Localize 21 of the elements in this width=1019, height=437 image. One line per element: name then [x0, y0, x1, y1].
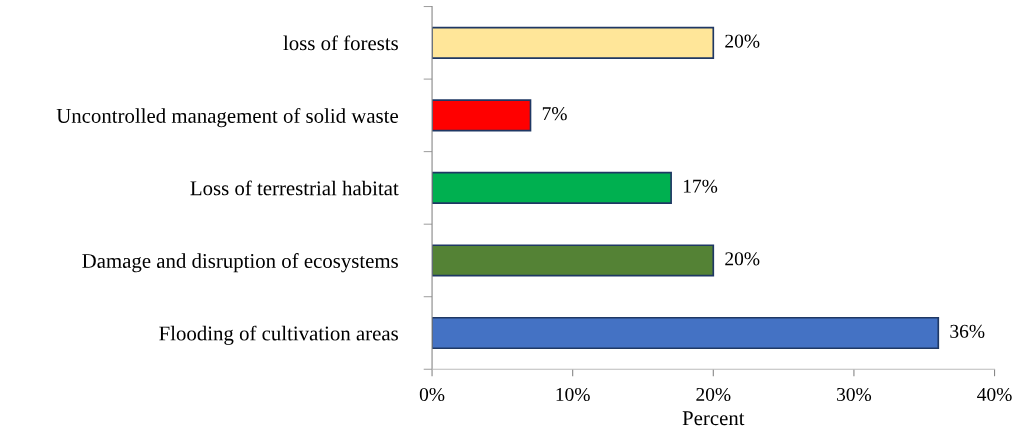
y-tick-label: Flooding of cultivation areas [159, 325, 398, 345]
x-tick-label: 40% [977, 387, 1012, 402]
bar [432, 244, 715, 277]
data-label: 20% [725, 252, 760, 266]
bar [432, 26, 715, 59]
y-tick-label: Loss of terrestrial habitat [190, 180, 399, 196]
data-label: 17% [683, 179, 718, 193]
x-tick-label: 20% [696, 387, 731, 402]
bar [432, 316, 940, 350]
data-label: 7% [542, 107, 567, 121]
x-axis-title: Percent [682, 411, 745, 426]
x-tick-label: 30% [837, 387, 872, 402]
y-tick-label: Uncontrolled management of solid waste [56, 108, 398, 128]
data-label: 36% [950, 324, 985, 338]
x-tick-label: 10% [556, 387, 590, 402]
y-tick-label: Damage and disruption of ecosystems [82, 253, 398, 273]
x-tick-label: 0% [419, 387, 445, 402]
bar [432, 99, 532, 132]
bar [432, 171, 672, 204]
data-label: 20% [725, 34, 760, 48]
y-tick-label: loss of forests [283, 35, 398, 51]
